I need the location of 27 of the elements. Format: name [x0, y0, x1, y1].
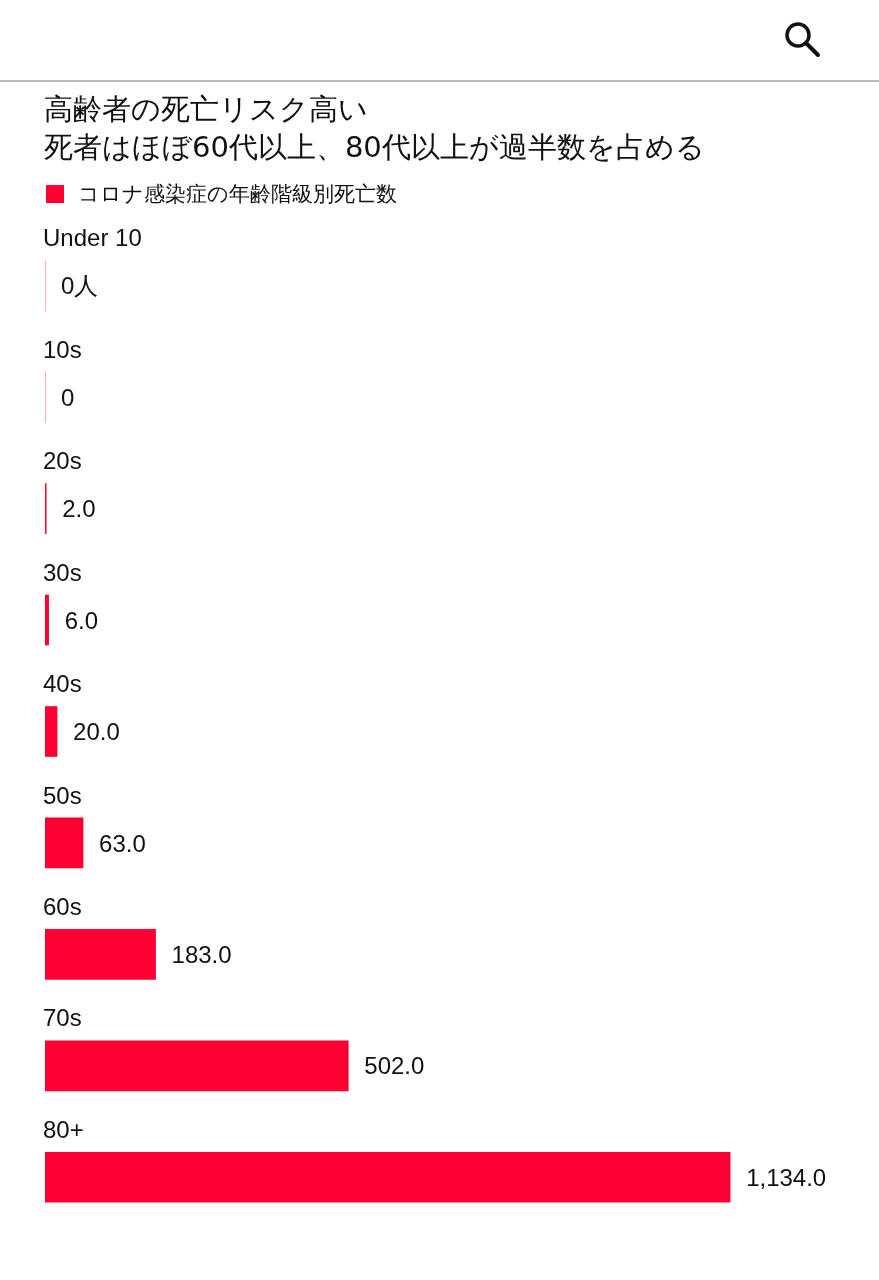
y-tick-label: 70s: [43, 1004, 82, 1032]
y-tick-label: 50s: [43, 781, 82, 809]
data-label: 20.0: [73, 718, 120, 746]
y-tick-label: 40s: [43, 670, 82, 698]
bar: [45, 1040, 349, 1092]
bar: [45, 817, 84, 869]
data-label: 502.0: [364, 1052, 425, 1080]
y-tick-label: 30s: [43, 558, 82, 586]
bar: [45, 929, 156, 980]
data-label: 63.0: [99, 829, 146, 857]
data-label: 0: [61, 383, 75, 411]
data-label: 1,134.0: [746, 1163, 827, 1191]
chart-title: 高齢者の死亡リスク高い: [44, 91, 369, 128]
data-label: 0人: [61, 272, 99, 300]
chart-subtitle: 死者はほぼ60代以上、80代以上が過半数を占める: [44, 129, 706, 166]
bar: [45, 706, 58, 757]
y-tick-label: 20s: [43, 447, 82, 475]
y-tick-label: 80+: [43, 1115, 84, 1143]
y-tick-label: 60s: [43, 893, 82, 921]
data-label: 183.0: [171, 941, 232, 969]
data-label: 2.0: [62, 495, 96, 523]
bar: [45, 594, 49, 646]
legend-label: コロナ感染症の年齢階級別死亡数: [78, 181, 397, 208]
data-label: 6.0: [64, 606, 98, 634]
y-tick-label: Under 10: [43, 224, 142, 252]
bar: [45, 1151, 731, 1203]
y-tick-label: 10s: [43, 335, 82, 363]
